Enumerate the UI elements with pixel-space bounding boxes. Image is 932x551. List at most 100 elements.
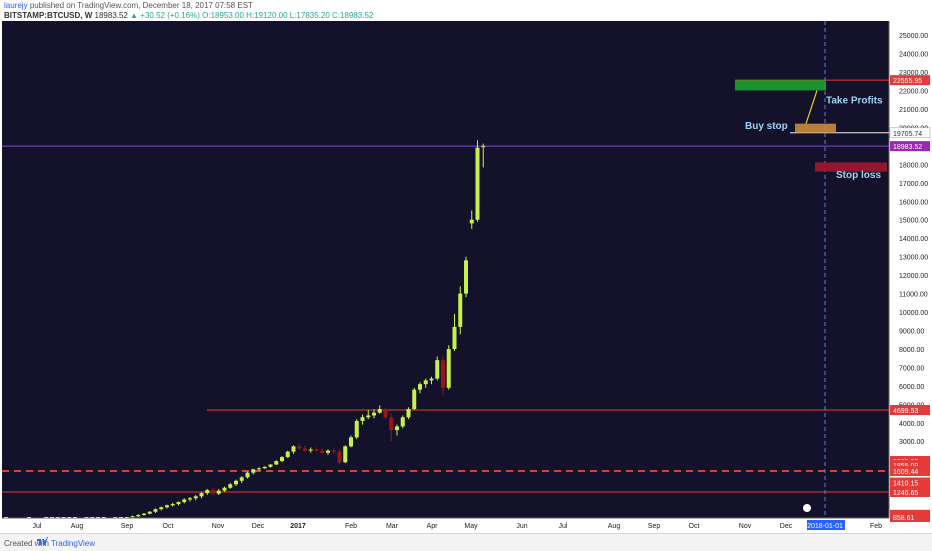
candle-body[interactable]	[320, 450, 325, 453]
candle-body[interactable]	[475, 147, 480, 220]
candle-body[interactable]	[280, 457, 284, 462]
candle-body[interactable]	[188, 498, 192, 500]
candle-body[interactable]	[372, 412, 376, 416]
candle-body[interactable]	[73, 517, 77, 518]
candle-body[interactable]	[50, 517, 54, 518]
candle-body[interactable]	[193, 496, 198, 499]
candle-body[interactable]	[337, 451, 342, 463]
candle-body[interactable]	[303, 448, 307, 451]
candle-body[interactable]	[412, 389, 417, 410]
candle-body[interactable]	[90, 517, 95, 518]
candle-body[interactable]	[245, 472, 250, 478]
candle-body[interactable]	[96, 517, 100, 518]
candle-body[interactable]	[297, 446, 302, 449]
event-marker-icon[interactable]	[803, 504, 811, 512]
candle-body[interactable]	[354, 420, 359, 438]
candle-body[interactable]	[285, 451, 290, 458]
candle-body[interactable]	[142, 513, 146, 515]
candle-body[interactable]	[205, 490, 210, 494]
candle-body[interactable]	[308, 449, 313, 451]
candle-body[interactable]	[343, 446, 348, 463]
candle-body[interactable]	[9, 517, 14, 518]
candle-body[interactable]	[429, 378, 434, 381]
candle-body[interactable]	[377, 409, 382, 413]
candle-body[interactable]	[360, 417, 365, 421]
candle-body[interactable]	[170, 504, 175, 506]
author-link[interactable]: laurejy	[4, 1, 28, 10]
annotation-label[interactable]: Buy stop	[745, 121, 788, 132]
candle-body[interactable]	[251, 469, 256, 473]
candle-body[interactable]	[423, 380, 428, 385]
candle-body[interactable]	[67, 517, 72, 518]
candle-body[interactable]	[418, 384, 422, 390]
annotation-box[interactable]	[795, 123, 836, 133]
candle-body[interactable]	[314, 449, 319, 451]
y-tick-label: 22000.00	[899, 88, 928, 95]
x-tick-label: Feb	[345, 523, 357, 530]
candle-body[interactable]	[274, 461, 279, 465]
candle-body[interactable]	[4, 517, 8, 518]
candle-body[interactable]	[130, 516, 135, 518]
candle-body[interactable]	[182, 499, 187, 503]
candle-body[interactable]	[136, 514, 141, 517]
candle-body[interactable]	[222, 487, 227, 491]
candle-body[interactable]	[234, 480, 238, 485]
candle-body[interactable]	[32, 517, 37, 518]
candle-body[interactable]	[101, 517, 106, 518]
candle-body[interactable]	[400, 417, 405, 427]
candle-body[interactable]	[331, 450, 336, 452]
candle-body[interactable]	[78, 517, 83, 518]
candle-body[interactable]	[84, 517, 89, 518]
candle-body[interactable]	[257, 468, 261, 470]
candle-body[interactable]	[107, 517, 112, 518]
candle-body[interactable]	[268, 464, 273, 467]
candle-body[interactable]	[435, 360, 440, 379]
candle-body[interactable]	[153, 509, 158, 512]
annotation-label[interactable]: Stop loss	[836, 170, 881, 181]
candle-body[interactable]	[199, 493, 204, 497]
candle-body[interactable]	[228, 484, 233, 488]
annotation-box[interactable]	[815, 162, 887, 172]
candle-body[interactable]	[458, 293, 463, 327]
candle-body[interactable]	[147, 511, 152, 514]
candle-body[interactable]	[446, 349, 451, 388]
candle-body[interactable]	[291, 446, 296, 452]
candle-body[interactable]	[21, 517, 26, 518]
plot-area[interactable]	[2, 21, 889, 518]
candle-body[interactable]	[38, 517, 43, 518]
candle-body[interactable]	[262, 466, 267, 469]
candle-body[interactable]	[44, 517, 49, 518]
candle-body[interactable]	[165, 505, 169, 508]
candle-body[interactable]	[159, 507, 164, 510]
candle-body[interactable]	[124, 517, 129, 518]
x-tick-label: Oct	[689, 523, 700, 530]
candle-body[interactable]	[389, 417, 394, 431]
candle-body[interactable]	[469, 219, 474, 224]
candle-body[interactable]	[383, 409, 388, 418]
candle-body[interactable]	[326, 450, 330, 453]
candle-body[interactable]	[15, 517, 20, 518]
candle-body[interactable]	[55, 517, 60, 518]
candle-body[interactable]	[216, 490, 221, 494]
trend-arrow-line[interactable]	[805, 90, 818, 124]
candle-body[interactable]	[113, 517, 118, 518]
candle-body[interactable]	[366, 415, 371, 418]
candlestick-chart[interactable]: 3000.004000.005000.006000.007000.008000.…	[0, 21, 932, 533]
candle-body[interactable]	[211, 490, 215, 494]
candle-body[interactable]	[406, 409, 411, 418]
candle-body[interactable]	[61, 517, 66, 518]
candle-body[interactable]	[239, 477, 244, 481]
candle-body[interactable]	[395, 426, 399, 431]
candle-body[interactable]	[176, 502, 181, 505]
candle-body[interactable]	[119, 517, 123, 518]
candle-body[interactable]	[27, 517, 31, 518]
candle-body[interactable]	[349, 437, 353, 447]
candle-body[interactable]	[441, 360, 445, 388]
annotation-box[interactable]	[735, 80, 826, 91]
annotation-label[interactable]: Take Profits	[826, 95, 883, 106]
candle-body[interactable]	[464, 260, 468, 294]
symbol-name[interactable]: BITSTAMP:BTCUSD, W	[4, 11, 93, 20]
candle-body[interactable]	[452, 326, 457, 350]
candle-body[interactable]	[481, 146, 486, 148]
tradingview-link[interactable]: TradingView	[51, 539, 96, 548]
